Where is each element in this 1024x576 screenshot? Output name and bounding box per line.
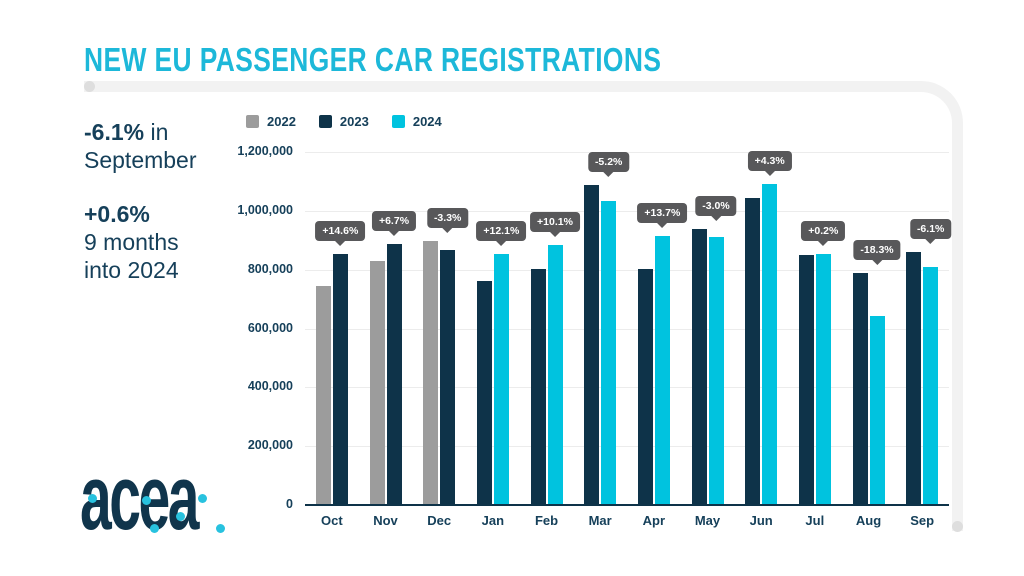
- bar-2023-Mar: [584, 184, 600, 505]
- legend-item-2023: 2023: [318, 114, 369, 129]
- chart-legend: 2022 2023 2024: [246, 114, 442, 129]
- change-badge-Nov: +6.7%: [371, 211, 417, 232]
- x-label-Apr: Apr: [642, 513, 666, 528]
- frame-left-dot: [84, 81, 95, 92]
- legend-swatch-2024: [391, 115, 405, 128]
- bar-2024-Mar: [601, 201, 617, 505]
- change-badge-Jun: +4.3%: [747, 151, 792, 172]
- bar-2023-Apr: [637, 268, 653, 505]
- x-label-Dec: Dec: [427, 513, 452, 528]
- x-label-Jan: Jan: [481, 513, 505, 528]
- x-label-Jul: Jul: [805, 513, 825, 528]
- bar-2024-Jun: [762, 184, 778, 505]
- legend-label-2023: 2023: [339, 114, 369, 129]
- bar-chart: 1,200,000 1,000,000 800,000 600,000 400,000 2…: [237, 144, 952, 528]
- bar-2024-Aug: [869, 315, 885, 505]
- change-badge-Apr: +13.7%: [637, 203, 688, 224]
- legend-item-2024: 2024: [391, 114, 442, 129]
- stat-september-suffix: in: [144, 119, 169, 145]
- bar-2023-Dec: [440, 249, 456, 505]
- y-tick-200,000: 200,000: [247, 438, 293, 453]
- bar-2023-Nov: [386, 244, 402, 505]
- stat-september-value: -6.1%: [84, 119, 145, 145]
- bar-2023-Jan: [476, 281, 492, 505]
- change-badge-Aug: -18.3%: [853, 240, 901, 261]
- bar-2024-Apr: [654, 236, 670, 505]
- logo-dot: [88, 494, 97, 503]
- legend-item-2022: 2022: [246, 114, 296, 129]
- bar-2022-Dec: [423, 241, 439, 505]
- stat-ytd: +0.6%: [84, 200, 197, 228]
- logo-dot: [150, 524, 159, 533]
- x-label-May: May: [694, 513, 721, 528]
- logo-dot: [198, 494, 207, 503]
- y-tick-800,000: 800,000: [247, 261, 293, 276]
- logo-dot: [216, 524, 225, 533]
- frame-bottom-dot: [952, 521, 963, 532]
- bar-2023-Oct: [332, 253, 348, 505]
- legend-label-2022: 2022: [267, 114, 296, 129]
- bar-2023-Sep: [906, 251, 922, 505]
- acea-logo: acea: [80, 447, 250, 549]
- gridline: [305, 387, 949, 389]
- x-label-Sep: Sep: [910, 513, 935, 528]
- bar-2024-May: [708, 236, 724, 505]
- decorative-corner-line: [84, 81, 963, 531]
- change-badge-Dec: -3.3%: [426, 208, 469, 229]
- stat-ytd-label-1: 9 months: [84, 229, 179, 255]
- legend-label-2024: 2024: [412, 114, 442, 129]
- stats-spacer: [84, 174, 197, 200]
- gridline: [305, 269, 949, 271]
- bar-2023-Aug: [852, 273, 868, 505]
- legend-swatch-2023: [318, 115, 332, 128]
- change-badge-Jul: +0.2%: [801, 221, 846, 242]
- bar-2024-Feb: [547, 244, 563, 505]
- logo-dot: [142, 496, 151, 505]
- gridline: [305, 446, 949, 448]
- stat-september-label: September: [84, 147, 197, 173]
- stat-ytd-label-2: into 2024: [84, 257, 179, 283]
- bar-2023-Jul: [798, 254, 814, 505]
- change-badge-Jan: +12.1%: [476, 221, 527, 242]
- x-label-Aug: Aug: [855, 513, 882, 528]
- x-label-Oct: Oct: [321, 513, 343, 528]
- page-title: NEW EU PASSENGER CAR REGISTRATIONS: [84, 41, 662, 78]
- y-tick-0: 0: [286, 497, 293, 511]
- change-badge-Oct: +14.6%: [315, 220, 366, 241]
- stat-ytd-value: +0.6%: [84, 201, 150, 227]
- change-badge-Sep: -6.1%: [909, 218, 952, 239]
- acea-logo-text: acea: [80, 447, 199, 549]
- x-axis-line: [305, 504, 949, 506]
- bar-2023-Feb: [530, 268, 546, 505]
- change-badge-May: -3.0%: [695, 195, 737, 216]
- x-label-Feb: Feb: [534, 513, 559, 528]
- y-tick-1,200,000: 1,200,000: [237, 144, 293, 158]
- change-badge-Feb: +10.1%: [530, 211, 580, 232]
- bar-2023-May: [691, 228, 707, 505]
- bar-2024-Jul: [815, 254, 831, 505]
- y-tick-400,000: 400,000: [247, 379, 293, 394]
- gridline: [305, 210, 949, 212]
- legend-swatch-2022: [246, 115, 259, 128]
- y-tick-600,000: 600,000: [247, 320, 293, 335]
- bar-2023-Jun: [745, 197, 761, 505]
- x-label-Jun: Jun: [749, 513, 773, 528]
- bar-2022-Oct: [315, 285, 331, 505]
- change-badge-Mar: -5.2%: [587, 151, 630, 172]
- summary-stats: -6.1% in September +0.6% 9 months into 2…: [84, 118, 197, 284]
- logo-dot: [176, 512, 185, 521]
- bar-2024-Jan: [493, 254, 509, 505]
- x-label-Nov: Nov: [373, 513, 398, 528]
- x-label-Mar: Mar: [588, 513, 612, 528]
- stat-september: -6.1% in: [84, 118, 197, 146]
- bar-2024-Sep: [923, 267, 939, 505]
- gridline: [305, 328, 949, 330]
- bar-2022-Nov: [369, 260, 385, 505]
- y-tick-1,000,000: 1,000,000: [237, 202, 293, 217]
